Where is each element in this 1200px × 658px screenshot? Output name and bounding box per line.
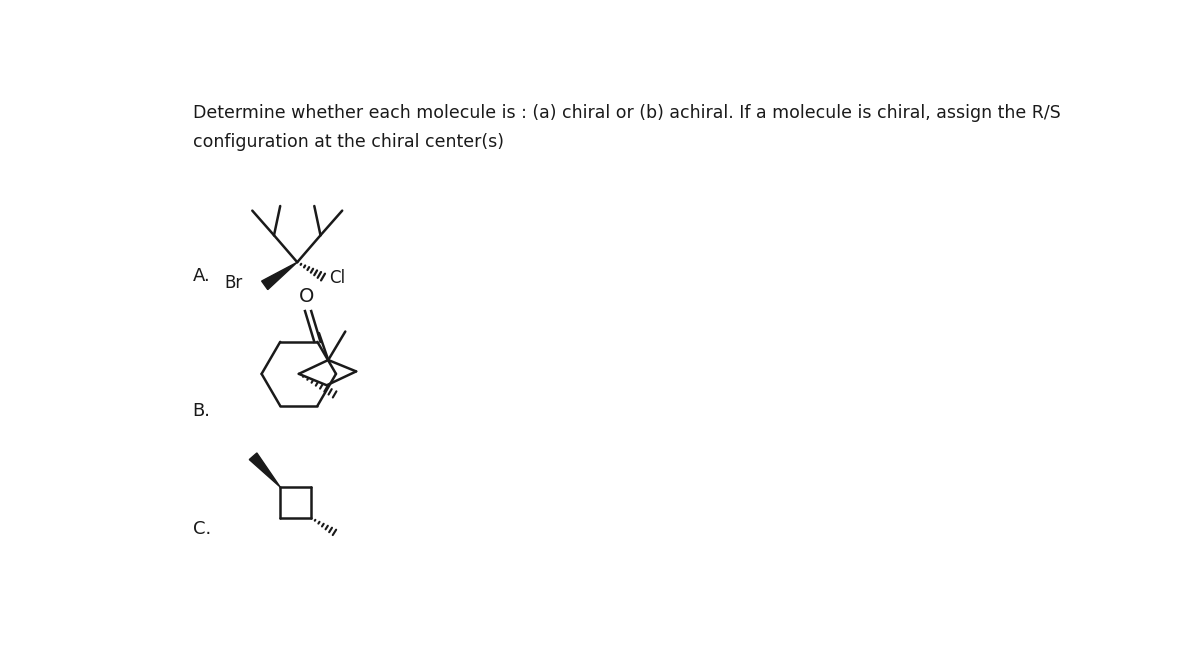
Text: B.: B. <box>193 402 211 420</box>
Text: C.: C. <box>193 520 211 538</box>
Text: A.: A. <box>193 267 210 285</box>
Text: Determine whether each molecule is : (a) chiral or (b) achiral. If a molecule is: Determine whether each molecule is : (a)… <box>193 105 1061 122</box>
Polygon shape <box>250 453 281 487</box>
Polygon shape <box>262 263 298 290</box>
Text: Cl: Cl <box>329 268 346 287</box>
Text: configuration at the chiral center(s): configuration at the chiral center(s) <box>193 133 504 151</box>
Text: Br: Br <box>224 274 242 292</box>
Text: O: O <box>299 287 314 306</box>
